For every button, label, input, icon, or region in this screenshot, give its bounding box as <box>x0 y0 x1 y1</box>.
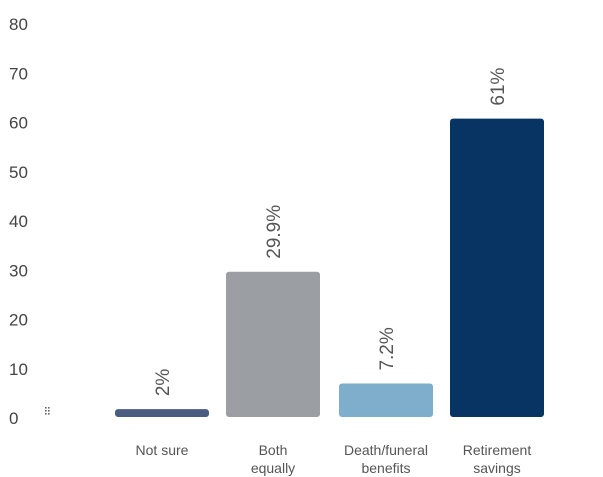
data-label: 7.2% <box>377 327 398 370</box>
x-category-label: Not sure <box>136 442 189 458</box>
y-tick-label: 30 <box>9 261 28 280</box>
y-tick-label: 80 <box>9 15 28 34</box>
bar <box>337 381 435 420</box>
data-label: 61% <box>488 67 509 105</box>
data-labels: 2% 29.9% 7.2% 61% <box>153 67 509 396</box>
y-tick-label: 10 <box>9 360 28 379</box>
y-tick-label: 50 <box>9 163 28 182</box>
x-category-label: Retirement savings <box>463 442 532 476</box>
x-axis: Not sure Both equally Death/funeral benefits… <box>136 442 532 476</box>
y-tick-label: 20 <box>9 311 28 330</box>
y-axis: 0 10 20 30 40 50 60 70 80 <box>9 15 50 428</box>
axis-break-marker <box>45 407 50 415</box>
data-label: 29.9% <box>264 205 285 259</box>
y-tick-label: 40 <box>9 212 28 231</box>
data-label: 2% <box>153 369 174 397</box>
bar <box>224 269 322 419</box>
x-category-label: Both equally <box>251 442 295 476</box>
bar <box>113 407 211 419</box>
y-tick-label: 70 <box>9 64 28 83</box>
y-tick-label: 0 <box>9 409 18 428</box>
bars <box>113 116 546 420</box>
x-category-label: Death/funeral benefits <box>344 442 428 476</box>
bar <box>448 116 546 419</box>
y-tick-label: 60 <box>9 114 28 133</box>
